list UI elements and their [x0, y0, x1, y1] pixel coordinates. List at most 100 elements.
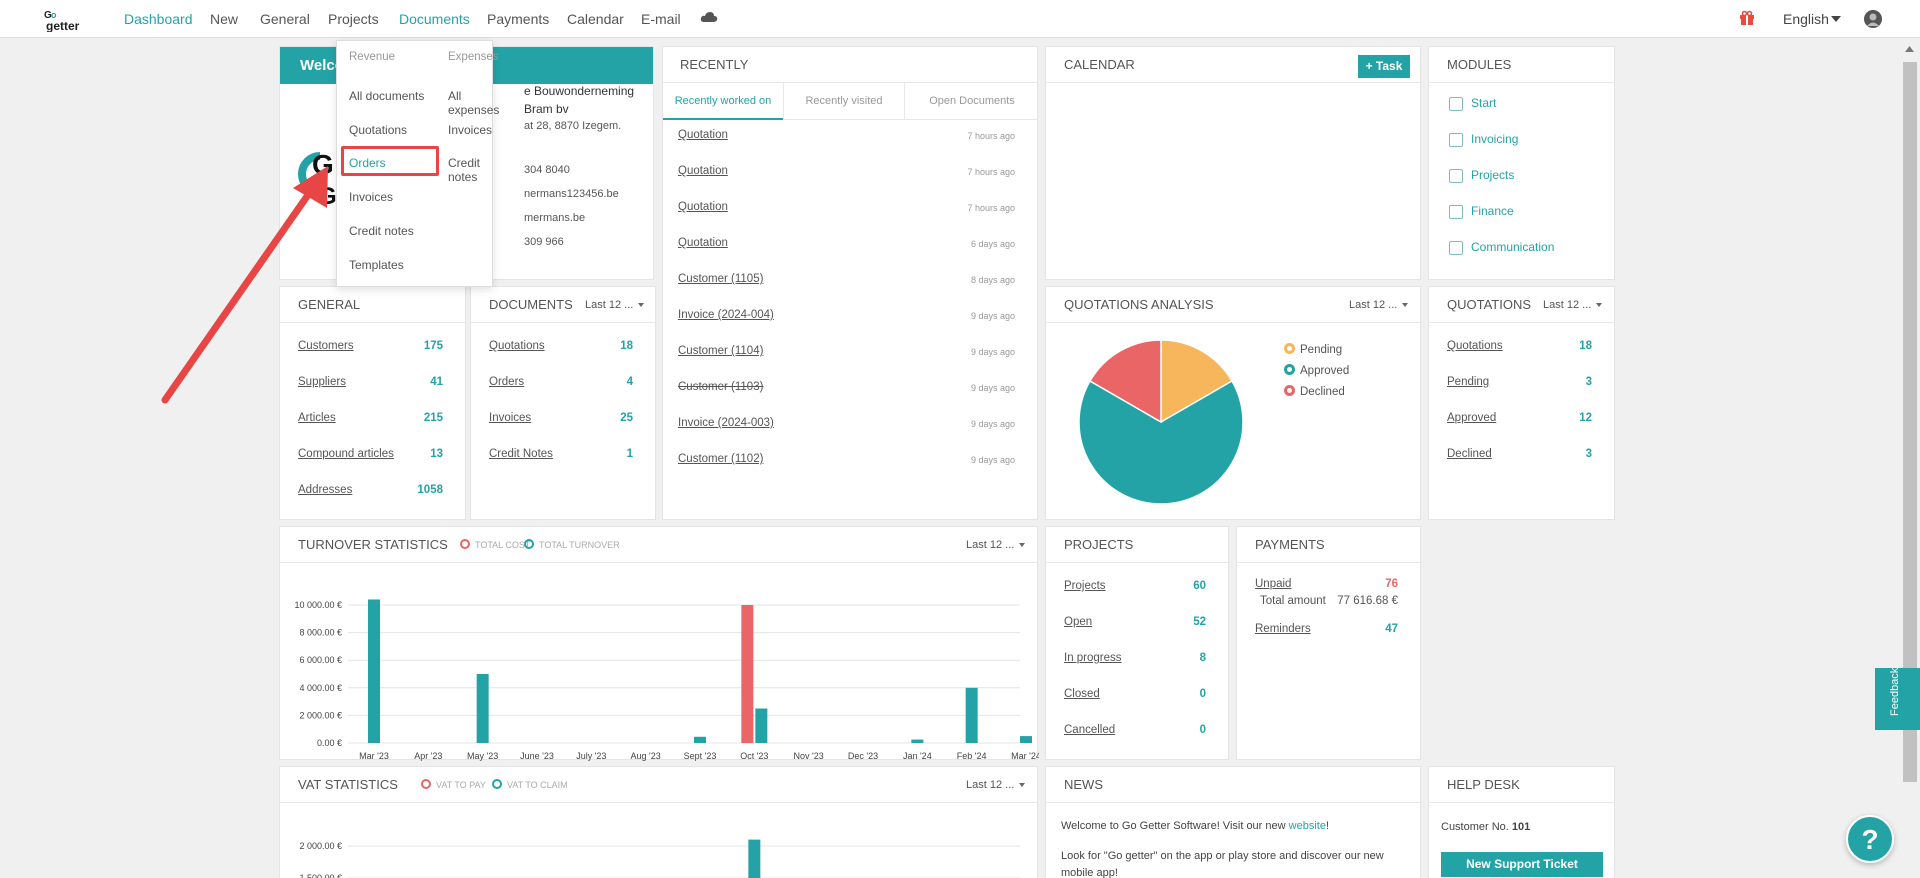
tab-recently-worked-on[interactable]: Recently worked on [663, 83, 783, 120]
stat-row[interactable]: Open 52 [1064, 616, 1206, 628]
turnover-period-select[interactable]: Last 12 ... [966, 527, 1025, 563]
stat-row[interactable]: Customers 175 [298, 340, 443, 352]
y-tick-label: 8 000.00 € [299, 628, 342, 638]
vat-period-select[interactable]: Last 12 ... [966, 767, 1025, 803]
menu-item-quotations[interactable]: Quotations [349, 123, 408, 137]
reminders-row[interactable]: Reminders 47 [1255, 623, 1398, 635]
unpaid-row[interactable]: Unpaid 76 [1255, 578, 1398, 590]
list-item[interactable]: Invoice (2024-003) 9 days ago [678, 417, 1015, 429]
y-tick-label: 6 000.00 € [299, 655, 342, 665]
nav-email[interactable]: E-mail [641, 11, 681, 27]
documents-header: DOCUMENTS Last 12 ... [471, 287, 655, 323]
scrollbar-thumb[interactable] [1903, 62, 1917, 782]
stat-row[interactable]: Invoices 25 [489, 412, 633, 424]
list-item[interactable]: Quotation 6 days ago [678, 237, 1015, 249]
website-link[interactable]: website [1288, 820, 1326, 832]
quotations-period-select[interactable]: Last 12 ... [1543, 287, 1602, 323]
turnover-bar-chart: 0.00 € 2 000.00 € 4 000.00 € 6 000.00 € 8 00… [294, 599, 1039, 761]
x-tick-label: Aug '23 [631, 751, 661, 761]
tab-recently-visited[interactable]: Recently visited [805, 95, 883, 107]
company-website: mermans.be [524, 212, 586, 224]
nav-new[interactable]: New [210, 11, 239, 27]
nav-payments[interactable]: Payments [487, 11, 550, 27]
stat-row[interactable]: Articles 215 [298, 412, 443, 424]
stat-row[interactable]: In progress 8 [1064, 652, 1206, 664]
gift-icon[interactable] [1739, 10, 1755, 26]
calendar-card: CALENDAR + Task [1045, 46, 1421, 280]
y-tick-label: 10 000.00 € [294, 600, 342, 610]
feedback-tab[interactable]: Feedback [1875, 668, 1920, 730]
menu-item-credit-notes[interactable]: Credit notes [349, 224, 414, 238]
stat-row[interactable]: Orders 4 [489, 376, 633, 388]
y-tick-label: 2 000.00 € [299, 841, 342, 851]
projects-icon [1449, 168, 1463, 183]
add-task-button[interactable]: + Task [1358, 55, 1410, 78]
list-item[interactable]: Customer (1105) 8 days ago [678, 273, 1015, 285]
menu-item-templates[interactable]: Templates [349, 258, 404, 272]
stat-row[interactable]: Cancelled 0 [1064, 724, 1206, 736]
communication-icon [1449, 240, 1463, 255]
bar-total-turnover [476, 674, 489, 743]
cloud-icon[interactable] [700, 10, 718, 24]
nav-calendar[interactable]: Calendar [567, 11, 624, 27]
quotations-card: QUOTATIONS Last 12 ... Quotations 18 Pend… [1428, 286, 1615, 520]
calendar-header: CALENDAR + Task [1046, 47, 1420, 83]
module-communication[interactable]: Communication [1449, 240, 1554, 255]
nav-general[interactable]: General [260, 11, 310, 27]
list-item[interactable]: Customer (1102) 9 days ago [678, 453, 1015, 465]
menu-item-all-documents[interactable]: All documents [349, 89, 425, 103]
help-button[interactable]: ? [1846, 815, 1894, 863]
page-scrollbar[interactable] [1899, 38, 1920, 878]
modules-card: MODULES Start Invoicing Projects Finance… [1428, 46, 1615, 280]
module-start[interactable]: Start [1449, 96, 1496, 111]
stat-row[interactable]: Quotations 18 [489, 340, 633, 352]
new-support-ticket-button[interactable]: New Support Ticket [1441, 852, 1603, 877]
list-item[interactable]: Customer (1104) 9 days ago [678, 345, 1015, 357]
stat-row[interactable]: Quotations 18 [1447, 340, 1592, 352]
nav-documents[interactable]: Documents [399, 11, 470, 27]
language-select[interactable]: English [1783, 11, 1829, 27]
documents-period-select[interactable]: Last 12 ... [585, 287, 644, 323]
stat-row[interactable]: Approved 12 [1447, 412, 1592, 424]
stat-row[interactable]: Credit Notes 1 [489, 448, 633, 460]
stat-row[interactable]: Projects 60 [1064, 580, 1206, 592]
chevron-down-icon [1831, 16, 1841, 22]
svg-text:G: G [312, 149, 334, 180]
list-item[interactable]: Quotation 7 hours ago [678, 165, 1015, 177]
stat-row[interactable]: Addresses 1058 [298, 484, 443, 496]
quotations-analysis-title: QUOTATIONS ANALYSIS [1064, 297, 1214, 312]
projects-card: PROJECTS Projects 60 Open 52 In progress 8 … [1045, 526, 1229, 760]
module-invoicing[interactable]: Invoicing [1449, 132, 1518, 147]
scroll-up-icon[interactable] [1905, 46, 1914, 52]
projects-title: PROJECTS [1046, 527, 1228, 563]
menu-item-invoices[interactable]: Invoices [349, 190, 394, 204]
list-item[interactable]: Quotation 7 hours ago [678, 129, 1015, 141]
stat-row[interactable]: Compound articles 13 [298, 448, 443, 460]
list-item[interactable]: Invoice (2024-004) 9 days ago [678, 309, 1015, 321]
module-projects[interactable]: Projects [1449, 168, 1514, 183]
stat-row[interactable]: Pending 3 [1447, 376, 1592, 388]
list-item[interactable]: Quotation 7 hours ago [678, 201, 1015, 213]
menu-item-expense-credit-notes[interactable]: Credit notes [448, 156, 481, 184]
menu-header-expenses: Expenses [448, 51, 499, 63]
avatar[interactable] [1864, 10, 1882, 28]
module-finance[interactable]: Finance [1449, 204, 1514, 219]
bar-total-turnover [755, 708, 768, 743]
stat-row[interactable]: Closed 0 [1064, 688, 1206, 700]
welcome-title: Welco [300, 57, 344, 74]
stat-row[interactable]: Declined 3 [1447, 448, 1592, 460]
stat-row[interactable]: Suppliers 41 [298, 376, 443, 388]
gogetter-logo[interactable]: G o getter [44, 8, 104, 32]
news-title: NEWS [1046, 767, 1420, 803]
tab-open-documents[interactable]: Open Documents [929, 95, 1015, 107]
nav-dashboard[interactable]: Dashboard [124, 11, 193, 27]
menu-item-all-expenses[interactable]: All expenses [448, 89, 500, 117]
legend-total-turnover: Total turnover [524, 527, 620, 563]
menu-item-expense-invoices[interactable]: Invoices [448, 123, 493, 137]
list-item[interactable]: Customer (1103) 9 days ago [678, 381, 1015, 393]
quotations-analysis-period-select[interactable]: Last 12 ... [1349, 287, 1408, 323]
annotation-arrow-icon [161, 166, 328, 404]
nav-projects[interactable]: Projects [328, 11, 379, 27]
menu-item-orders[interactable]: Orders [349, 156, 386, 170]
general-card: GENERAL Customers 175 Suppliers 41 Article… [279, 286, 466, 520]
